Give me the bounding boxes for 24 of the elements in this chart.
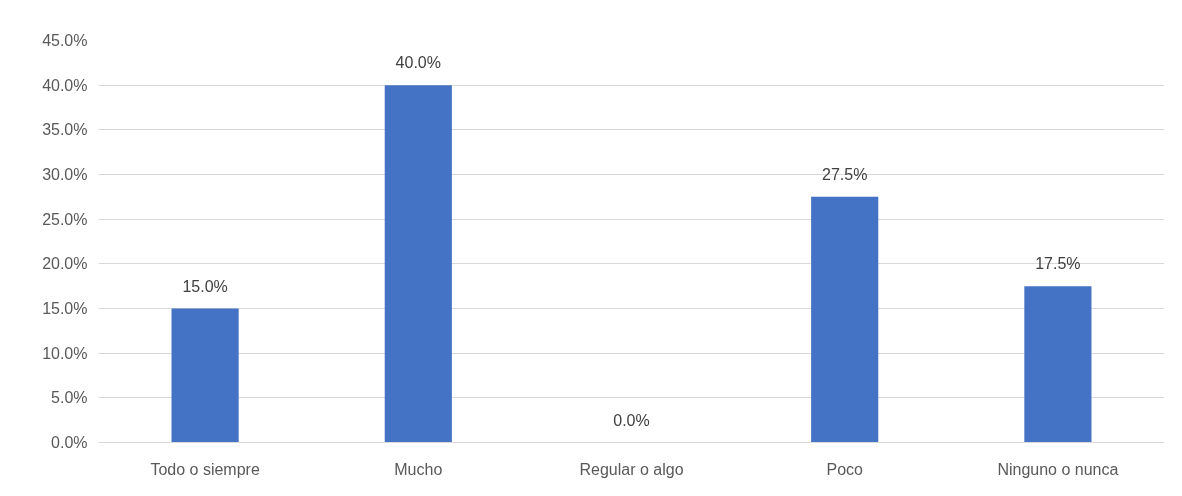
x-tick-label: Mucho (394, 460, 443, 478)
y-tick-label: 30.0% (42, 166, 88, 183)
x-tick-label: Ninguno o nunca (997, 460, 1119, 478)
y-tick-label: 15.0% (42, 300, 88, 317)
x-tick-label: Todo o siempre (150, 460, 260, 478)
data-label: 15.0% (182, 277, 228, 295)
bar (1024, 286, 1092, 443)
y-tick-label: 45.0% (42, 32, 88, 49)
y-tick-label: 20.0% (42, 255, 88, 273)
y-tick-label: 10.0% (42, 344, 88, 362)
data-label: 27.5% (822, 165, 868, 183)
x-tick-label: Regular o algo (579, 460, 684, 478)
y-tick-label: 35.0% (42, 121, 88, 139)
data-label: 17.5% (1035, 255, 1081, 273)
y-tick-label: 0.0% (51, 434, 88, 451)
bar (811, 196, 879, 443)
y-tick-label: 40.0% (42, 76, 88, 94)
y-tick-label: 25.0% (42, 210, 88, 228)
bar (171, 308, 239, 443)
x-tick-label: Poco (826, 460, 864, 478)
data-label: 40.0% (395, 54, 441, 72)
bar (384, 85, 452, 443)
y-tick-label: 5.0% (51, 389, 88, 407)
data-label: 0.0% (613, 411, 650, 429)
